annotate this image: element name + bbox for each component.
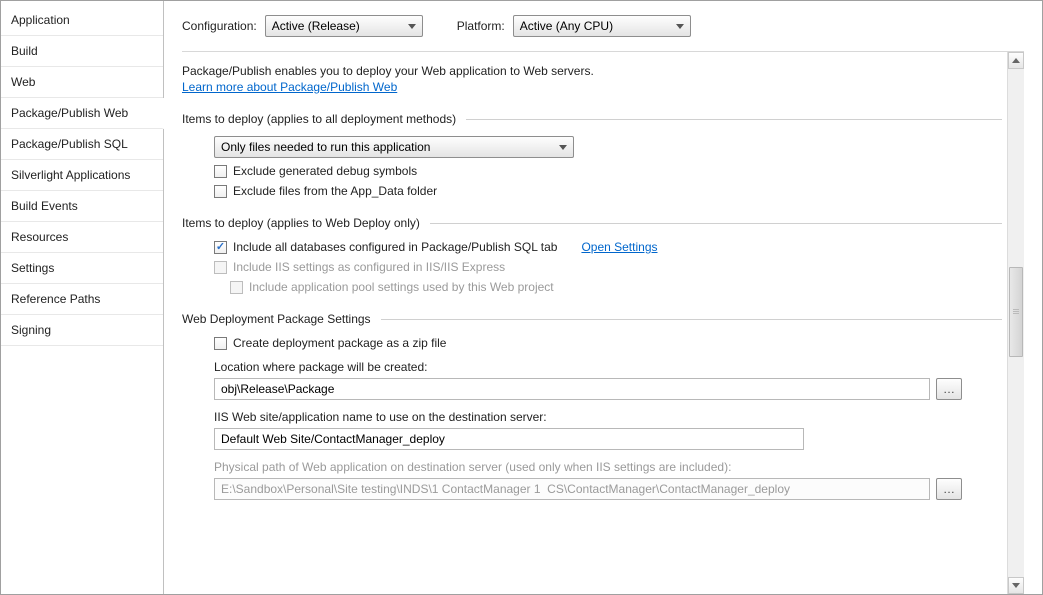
exclude-appdata-checkbox[interactable] xyxy=(214,185,227,198)
exclude-appdata-label: Exclude files from the App_Data folder xyxy=(233,184,437,198)
sidebar-item-web[interactable]: Web xyxy=(1,67,163,98)
location-input[interactable] xyxy=(214,378,930,400)
create-zip-label: Create deployment package as a zip file xyxy=(233,336,446,350)
platform-label: Platform: xyxy=(457,19,505,33)
divider xyxy=(381,319,1002,320)
deploy-scope-dropdown[interactable]: Only files needed to run this applicatio… xyxy=(214,136,574,158)
sidebar-item-label: Signing xyxy=(11,323,51,337)
browse-physical-button xyxy=(936,478,962,500)
content-area: Package/Publish enables you to deploy yo… xyxy=(182,51,1024,594)
scroll-up-icon[interactable] xyxy=(1008,52,1024,69)
include-iis-label: Include IIS settings as configured in II… xyxy=(233,260,505,274)
configuration-value: Active (Release) xyxy=(272,19,360,33)
sidebar-item-label: Web xyxy=(11,75,35,89)
physical-path-input xyxy=(214,478,930,500)
sidebar-item-signing[interactable]: Signing xyxy=(1,315,163,346)
iis-name-input[interactable] xyxy=(214,428,804,450)
sidebar-item-label: Application xyxy=(11,13,70,27)
include-iis-checkbox xyxy=(214,261,227,274)
section-items-deploy-webdeploy: Items to deploy (applies to Web Deploy o… xyxy=(182,216,1002,230)
sidebar: Application Build Web Package/Publish We… xyxy=(1,1,164,594)
sidebar-item-application[interactable]: Application xyxy=(1,5,163,36)
vertical-scrollbar[interactable] xyxy=(1007,52,1024,594)
include-databases-label: Include all databases configured in Pack… xyxy=(233,240,557,254)
intro-text: Package/Publish enables you to deploy yo… xyxy=(182,64,1002,78)
configuration-label: Configuration: xyxy=(182,19,257,33)
section-title-text: Web Deployment Package Settings xyxy=(182,312,371,326)
section-title-text: Items to deploy (applies to all deployme… xyxy=(182,112,456,126)
section-web-deployment-package: Web Deployment Package Settings xyxy=(182,312,1002,326)
include-databases-checkbox[interactable] xyxy=(214,241,227,254)
sidebar-item-label: Package/Publish SQL xyxy=(11,137,128,151)
sidebar-item-silverlight-applications[interactable]: Silverlight Applications xyxy=(1,160,163,191)
physical-path-label: Physical path of Web application on dest… xyxy=(214,460,1002,474)
iis-name-label: IIS Web site/application name to use on … xyxy=(214,410,1002,424)
sidebar-item-settings[interactable]: Settings xyxy=(1,253,163,284)
main-panel: Configuration: Active (Release) Platform… xyxy=(164,1,1042,594)
sidebar-item-package-publish-sql[interactable]: Package/Publish SQL xyxy=(1,129,163,160)
configuration-dropdown[interactable]: Active (Release) xyxy=(265,15,423,37)
sidebar-item-build-events[interactable]: Build Events xyxy=(1,191,163,222)
deploy-scope-value: Only files needed to run this applicatio… xyxy=(221,140,430,154)
sidebar-item-label: Settings xyxy=(11,261,54,275)
platform-value: Active (Any CPU) xyxy=(520,19,613,33)
sidebar-item-reference-paths[interactable]: Reference Paths xyxy=(1,284,163,315)
open-settings-link[interactable]: Open Settings xyxy=(581,240,657,254)
sidebar-item-resources[interactable]: Resources xyxy=(1,222,163,253)
sidebar-item-package-publish-web[interactable]: Package/Publish Web xyxy=(1,98,164,129)
create-zip-checkbox[interactable] xyxy=(214,337,227,350)
include-apppool-checkbox xyxy=(230,281,243,294)
section-title-text: Items to deploy (applies to Web Deploy o… xyxy=(182,216,420,230)
exclude-debug-checkbox[interactable] xyxy=(214,165,227,178)
browse-location-button[interactable] xyxy=(936,378,962,400)
sidebar-item-label: Build Events xyxy=(11,199,78,213)
sidebar-item-label: Reference Paths xyxy=(11,292,100,306)
sidebar-item-label: Package/Publish Web xyxy=(11,106,128,120)
scroll-thumb[interactable] xyxy=(1009,267,1023,357)
scroll-down-icon[interactable] xyxy=(1008,577,1024,594)
divider xyxy=(466,119,1002,120)
platform-dropdown[interactable]: Active (Any CPU) xyxy=(513,15,691,37)
sidebar-item-label: Build xyxy=(11,44,38,58)
section-items-deploy-all: Items to deploy (applies to all deployme… xyxy=(182,112,1002,126)
sidebar-item-label: Silverlight Applications xyxy=(11,168,130,182)
location-label: Location where package will be created: xyxy=(214,360,1002,374)
sidebar-item-build[interactable]: Build xyxy=(1,36,163,67)
config-bar: Configuration: Active (Release) Platform… xyxy=(182,15,1024,37)
include-apppool-label: Include application pool settings used b… xyxy=(249,280,554,294)
exclude-debug-label: Exclude generated debug symbols xyxy=(233,164,417,178)
learn-more-link[interactable]: Learn more about Package/Publish Web xyxy=(182,80,397,94)
sidebar-item-label: Resources xyxy=(11,230,68,244)
divider xyxy=(430,223,1002,224)
